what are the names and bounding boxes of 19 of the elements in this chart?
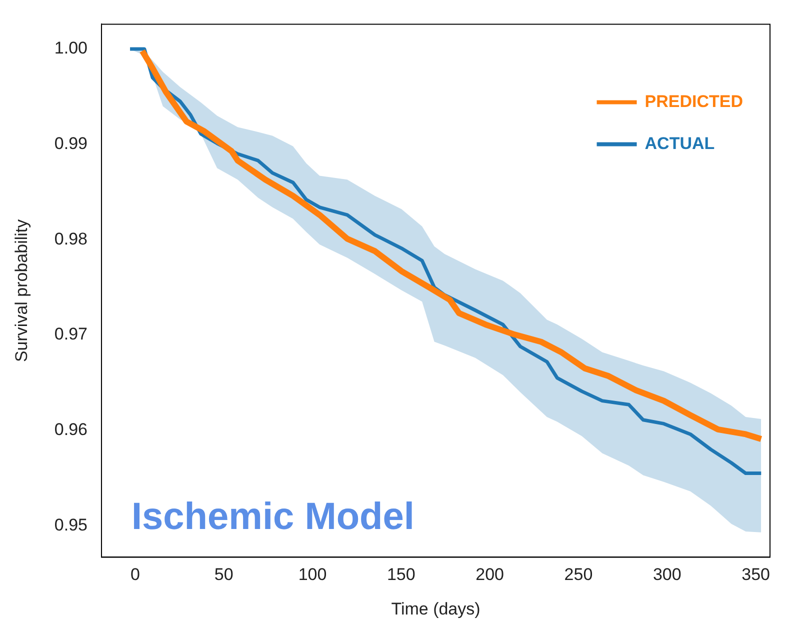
y-tick-label: 0.98 bbox=[54, 229, 88, 248]
y-axis-title: Survival probability bbox=[12, 218, 31, 362]
y-tick-label: 0.99 bbox=[54, 134, 88, 154]
y-tick-label: 0.96 bbox=[54, 420, 88, 440]
annotation: Ischemic Model bbox=[131, 496, 414, 538]
x-tick-label: 0 bbox=[130, 565, 140, 584]
y-tick-label: 1.00 bbox=[54, 38, 88, 58]
x-tick-label: 200 bbox=[476, 565, 504, 584]
legend-label: ACTUAL bbox=[644, 134, 715, 153]
x-tick-label: 150 bbox=[386, 565, 416, 584]
y-tick-label: 0.97 bbox=[54, 324, 88, 344]
x-tick-label: 100 bbox=[298, 565, 327, 584]
x-axis-title: Time (days) bbox=[391, 599, 480, 618]
x-tick-label: 50 bbox=[214, 565, 234, 584]
y-tick-label: 0.95 bbox=[54, 515, 88, 534]
x-tick-label: 350 bbox=[742, 565, 770, 584]
legend-label: PREDICTED bbox=[644, 92, 744, 111]
x-tick-label: 250 bbox=[564, 565, 593, 584]
x-tick-label: 300 bbox=[652, 565, 682, 584]
